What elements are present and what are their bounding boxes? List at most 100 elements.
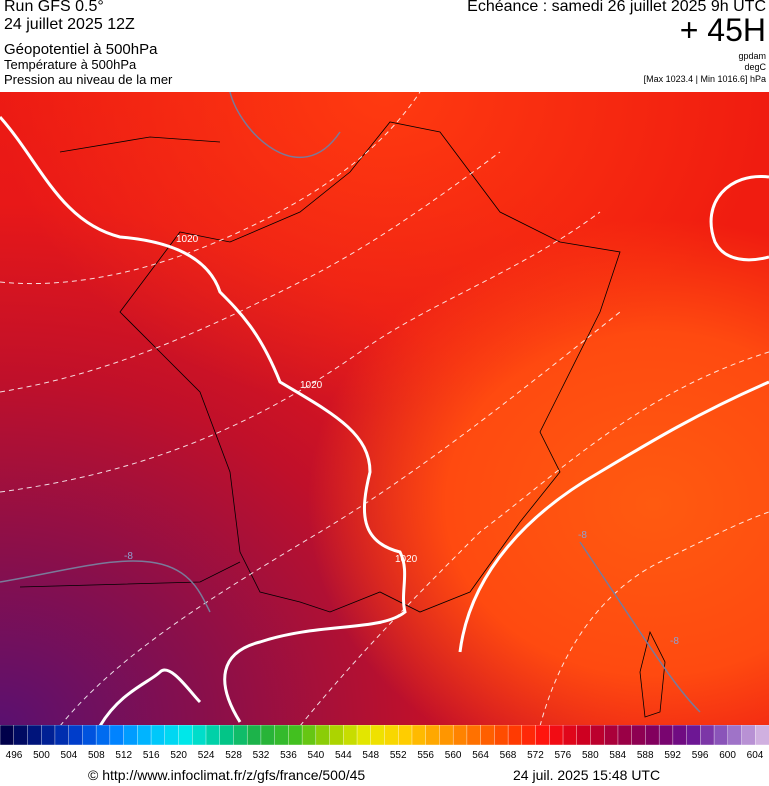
isobar	[0, 116, 407, 723]
colorbar-swatch	[713, 725, 729, 746]
colorbar-swatch	[658, 725, 674, 746]
coastline	[59, 136, 221, 153]
colorbar-swatch	[590, 725, 605, 746]
colorbar-label: 520	[170, 750, 187, 761]
country-border	[119, 121, 621, 613]
colorbar-swatch	[260, 725, 276, 746]
geopotential-line	[229, 92, 341, 158]
colorbar-swatch	[700, 725, 715, 746]
footer-timestamp: 24 juil. 2025 15:48 UTC	[513, 767, 661, 783]
colorbar-swatch	[411, 725, 427, 746]
colorbar-label: 600	[719, 750, 736, 761]
colorbar-swatch	[631, 725, 647, 746]
colorbar-swatch	[288, 725, 303, 746]
colorbar-label: 532	[253, 750, 270, 761]
colorbar-swatch	[370, 725, 386, 746]
colorbar-swatch	[178, 725, 193, 746]
contour-label: -8	[578, 530, 587, 541]
colorbar-swatch	[54, 725, 70, 746]
colorbar-label: 508	[88, 750, 105, 761]
colorbar-swatch	[274, 725, 290, 746]
colorbar-swatch	[109, 725, 125, 746]
coastline	[19, 561, 241, 588]
isotherm	[0, 92, 421, 285]
coastlines	[19, 121, 666, 718]
colorbar-label: 552	[390, 750, 407, 761]
colorbar-swatch	[233, 725, 248, 746]
colorbar-swatch	[219, 725, 235, 746]
colorbar-swatch	[645, 725, 660, 746]
colorbar-swatch	[384, 725, 399, 746]
island	[639, 630, 666, 718]
isobar	[98, 668, 202, 726]
colorbar-swatch	[398, 725, 413, 746]
contour-label: 1020	[300, 380, 323, 391]
colorbar-swatch	[617, 725, 633, 746]
colorbar-swatch	[562, 725, 578, 746]
pressure-range: [Max 1023.4 | Min 1016.6] hPa	[643, 74, 766, 84]
isotherms	[0, 92, 769, 726]
geopotential-line	[579, 541, 701, 713]
field-subtitle: Pression au niveau de la mer	[4, 72, 173, 87]
geopotential-line	[0, 560, 211, 613]
colorbar-swatch	[13, 725, 29, 746]
colorbar-swatch	[466, 725, 482, 746]
colorbar-swatch	[549, 725, 564, 746]
colorbar-swatch	[301, 725, 317, 746]
colorbar-label: 548	[362, 750, 379, 761]
colorbar-swatch	[439, 725, 454, 746]
colorbar-swatch	[82, 725, 97, 746]
field-title: Géopotentiel à 500hPa	[4, 41, 158, 58]
colorbar-swatch	[343, 725, 358, 746]
colorbar-swatch	[315, 725, 331, 746]
isobar	[709, 174, 769, 262]
colorbar-label: 524	[198, 750, 215, 761]
colorbar-swatch	[150, 725, 166, 746]
map: 1020 1020 1020 -8 -8 -8	[0, 92, 769, 726]
colorbar-swatch	[494, 725, 509, 746]
run-label: Run GFS 0.5°	[4, 0, 104, 15]
field-shade	[0, 92, 769, 726]
colorbar-label: 528	[225, 750, 242, 761]
colorbar-swatch	[40, 725, 56, 746]
colorbar-label: 596	[692, 750, 709, 761]
colorbar-label: 556	[417, 750, 434, 761]
colorbar-label: 580	[582, 750, 599, 761]
colorbar-label: 536	[280, 750, 297, 761]
colorbar-swatch	[123, 725, 139, 746]
colorbar-swatch	[27, 725, 42, 746]
colorbar-label: 504	[61, 750, 78, 761]
colorbar-label: 544	[335, 750, 352, 761]
contour-label: -8	[670, 636, 679, 647]
colorbar-swatch	[480, 725, 496, 746]
colorbar-label: 572	[527, 750, 544, 761]
colorbar-swatch	[672, 725, 688, 746]
isotherm	[0, 211, 601, 493]
colorbar-label: 588	[637, 750, 654, 761]
isobars	[0, 116, 769, 726]
colorbar-swatch	[727, 725, 743, 746]
colorbar: 496 500 504 508 512 516 520 524 528 532 536 540 544 5…	[0, 725, 769, 761]
colorbar-swatch	[507, 725, 523, 746]
colorbar-swatch	[521, 725, 537, 746]
colorbar-swatch	[604, 725, 619, 746]
colorbar-swatch	[425, 725, 441, 746]
colorbar-label: 584	[609, 750, 626, 761]
isotherm	[539, 511, 769, 726]
colorbar-swatch	[205, 725, 221, 746]
footer-source: © http://www.infoclimat.fr/z/gfs/france/…	[88, 767, 366, 783]
colorbar-label: 564	[472, 750, 489, 761]
colorbar-label: 576	[555, 750, 572, 761]
colorbar-label: 500	[33, 750, 50, 761]
contour-label: 1020	[176, 234, 199, 245]
contour-label: -8	[124, 551, 133, 562]
colorbar-swatch	[95, 725, 111, 746]
unit: degC	[744, 62, 766, 72]
isobar	[458, 380, 769, 653]
colorbar-swatch	[576, 725, 592, 746]
contour-labels: 1020 1020 1020 -8 -8 -8	[124, 234, 679, 647]
colorbar-swatch	[535, 725, 550, 746]
colorbar-label: 568	[500, 750, 517, 761]
run-date: 24 juillet 2025 12Z	[4, 16, 135, 33]
colorbar-swatch	[164, 725, 180, 746]
